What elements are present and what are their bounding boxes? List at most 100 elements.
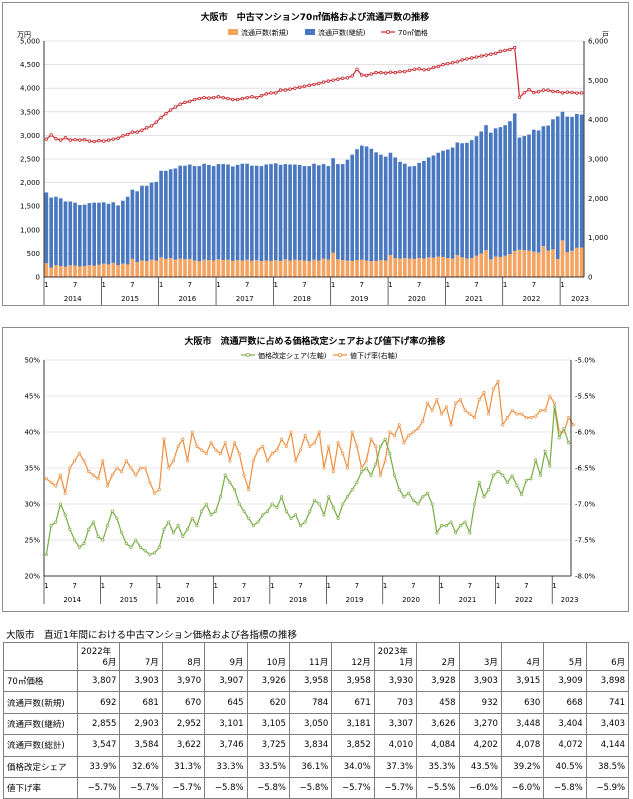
bar-cont xyxy=(92,202,96,266)
revision-share-point xyxy=(322,513,326,517)
bar-new xyxy=(187,258,192,277)
price-cut-point xyxy=(63,491,67,495)
price-point xyxy=(517,95,522,100)
revision-share-point xyxy=(397,488,401,492)
bar-new xyxy=(302,260,307,277)
revision-share-point xyxy=(87,527,91,531)
bar-cont xyxy=(517,137,522,250)
revision-share-point xyxy=(510,474,514,478)
price-point xyxy=(340,76,345,80)
revision-share-point xyxy=(336,516,340,520)
bar-cont xyxy=(350,154,355,261)
table-cell: 3,834 xyxy=(288,734,333,757)
chart2-left-tick: 30% xyxy=(24,501,40,509)
price-cut-point xyxy=(397,423,401,427)
price-point xyxy=(274,91,278,95)
legend-label: 値下げ率(右軸) xyxy=(350,351,398,360)
revision-share-point xyxy=(138,545,143,549)
revision-share-point xyxy=(77,545,81,549)
bar-cont xyxy=(307,166,312,262)
revision-share-point xyxy=(190,516,194,520)
price-cut-point xyxy=(58,473,63,477)
table-header-row: 2022年 6月 7月 8月 9月 10月 11月 12月 2023年 1月 2月 3月 4月 5月 6月 xyxy=(3,642,630,671)
bar-cont xyxy=(321,164,326,259)
revision-share-point xyxy=(195,524,199,528)
price-point xyxy=(474,55,479,59)
bar-new xyxy=(125,264,130,277)
chart2-month-tick: 7 xyxy=(524,582,528,590)
price-point xyxy=(508,47,512,52)
price-cut-point xyxy=(571,423,575,427)
table-cell: 692 xyxy=(76,691,121,714)
bar-new xyxy=(264,260,269,277)
bar-new xyxy=(441,256,445,277)
bar-new xyxy=(197,261,202,277)
price-cut-point xyxy=(454,401,458,405)
price-cut-point xyxy=(49,480,53,484)
revision-share-point xyxy=(538,473,542,477)
bar-new xyxy=(140,260,144,277)
revision-share-point xyxy=(148,552,152,556)
price-point xyxy=(207,96,211,100)
price-cut-point xyxy=(430,408,434,412)
price-cut-point xyxy=(223,441,227,445)
column-header: 4月 xyxy=(500,642,545,671)
month-label: 10月 xyxy=(266,658,286,668)
price-point xyxy=(431,65,436,70)
price-point xyxy=(192,97,197,102)
price-cut-point xyxy=(322,466,326,470)
bar-cont xyxy=(522,136,527,251)
price-point xyxy=(216,94,221,99)
bar-cont xyxy=(240,163,245,261)
price-cut-point xyxy=(336,441,340,445)
bar-cont xyxy=(87,203,92,266)
price-point xyxy=(446,61,450,66)
revision-share-point xyxy=(143,549,147,553)
column-header: 6月 xyxy=(585,642,630,671)
chart1-right-tick: 3,000 xyxy=(588,156,608,164)
bar-cont xyxy=(144,185,149,262)
bar-new xyxy=(293,259,297,277)
bar-cont xyxy=(183,165,187,260)
revision-share-point xyxy=(162,527,166,531)
bar-new xyxy=(379,260,383,277)
bar-new xyxy=(575,247,579,277)
price-point xyxy=(450,61,455,65)
price-point xyxy=(168,108,173,112)
bar-cont xyxy=(431,155,436,258)
bar-cont xyxy=(230,166,235,261)
price-point xyxy=(426,67,431,72)
bar-cont xyxy=(364,146,369,261)
table-cell: 37.3% xyxy=(373,755,418,778)
price-point xyxy=(403,69,407,74)
price-cut-point xyxy=(105,484,110,488)
table-cell: −5.7% xyxy=(331,776,375,799)
bar-new xyxy=(316,260,321,277)
bar-cont xyxy=(508,121,512,255)
row-label: 流通戸数(継続) xyxy=(3,712,78,736)
chart2-right-tick: -7.0% xyxy=(575,501,596,509)
price-point xyxy=(140,128,144,132)
chart1-year-label: 2015 xyxy=(121,295,139,303)
price-cut-point xyxy=(82,459,86,463)
chart2-right-tick: -6.0% xyxy=(575,429,596,437)
revision-share-point xyxy=(101,538,105,542)
price-cut-point xyxy=(482,390,486,394)
price-cut-point xyxy=(383,459,387,463)
bar-cont xyxy=(173,168,178,260)
revision-share-point xyxy=(153,551,157,555)
table-cell: −5.7% xyxy=(161,776,206,799)
bar-new xyxy=(211,260,216,277)
price-point xyxy=(106,138,111,142)
bar-cont xyxy=(178,165,183,259)
price-point xyxy=(321,80,326,84)
chart1-left-tick: 500 xyxy=(27,250,40,258)
bar-cont xyxy=(469,140,474,259)
bar-cont xyxy=(379,154,383,261)
month-label: 8月 xyxy=(187,658,202,668)
price-cut-point xyxy=(317,430,321,434)
table-cell: 33.5% xyxy=(246,755,290,778)
price-cut-point xyxy=(392,434,397,438)
month-label: 6月 xyxy=(611,658,626,668)
bar-new xyxy=(58,265,63,277)
